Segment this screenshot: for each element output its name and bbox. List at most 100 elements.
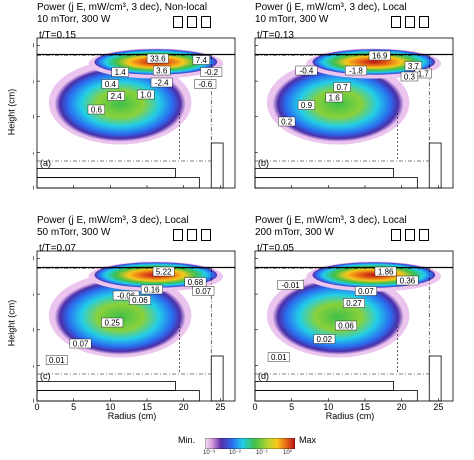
coil-icon xyxy=(419,16,429,28)
lobe-lower xyxy=(54,279,186,355)
coil-icon xyxy=(201,16,211,28)
contour-label-box xyxy=(343,298,365,308)
contour-label-box xyxy=(313,334,336,344)
x-tick-label: 5 xyxy=(71,402,76,412)
contour-label-box xyxy=(368,50,391,61)
contour-label: 3.7 xyxy=(408,62,420,71)
panel-header-line1: Power (j E, mW/cm³, 3 dec), Local xyxy=(255,215,407,226)
panel-header-line1: Power (j E, mW/cm³, 3 dec), Local xyxy=(255,2,407,13)
y-tick-label: 0 xyxy=(33,396,34,406)
pedestal-box xyxy=(36,177,200,189)
contour-label: 0.4 xyxy=(105,80,117,89)
x-tick-label: 20 xyxy=(179,402,189,412)
contour-label-box xyxy=(400,71,419,82)
y-tick-label: 10 xyxy=(33,325,34,335)
panel-b: 16.9 3.7 1.7 -0.4 -1.8 0.3 0.7 1.6 0.9 0.2 Power (… xyxy=(251,0,459,213)
panel-letter: (b) xyxy=(258,158,269,168)
coil-icon xyxy=(173,16,183,28)
contour-label-box xyxy=(87,104,105,115)
contour-label: 5.22 xyxy=(156,268,172,277)
pump-port xyxy=(210,355,224,402)
contour-label-box xyxy=(194,79,217,89)
coil-icon xyxy=(187,16,197,28)
contour-label: 2.4 xyxy=(111,92,123,101)
contour-label-box xyxy=(111,67,129,77)
contour-label-box xyxy=(374,266,397,277)
panel-header-line2: 200 mTorr, 300 W xyxy=(255,227,334,238)
pedestal-box xyxy=(36,390,200,402)
panel-header-line2: 50 mTorr, 300 W xyxy=(37,227,111,238)
coil-icon xyxy=(405,16,415,28)
contour-label-box xyxy=(153,65,171,76)
contour-label: 0.2 xyxy=(281,118,293,127)
contour-label: 0.06 xyxy=(338,322,354,331)
contour-label: 1.6 xyxy=(329,94,341,103)
colorbar-tick-0: 10⁻³ xyxy=(203,450,215,456)
contour-label: 7.4 xyxy=(196,56,208,65)
x-tick-label: 10 xyxy=(323,402,333,412)
panel-letter: (c) xyxy=(40,371,51,381)
y-tick-label: 20 xyxy=(33,254,34,264)
contour-label: 0.07 xyxy=(73,340,89,349)
contour-label: -0.06 xyxy=(117,292,136,301)
panel-plot-a: 0 5 10 15 20 33.6 7.4 1.4 3.6 -0.2 0.4 -2.4 -0.6 2.4 1… xyxy=(33,37,236,193)
contour-label-box xyxy=(45,355,68,365)
y-tick-label: 15 xyxy=(33,289,34,299)
x-tick-label: 25 xyxy=(433,402,443,412)
contour-label: 0.25 xyxy=(104,319,120,328)
pedestal-box xyxy=(254,390,418,402)
panel-letter: (a) xyxy=(40,158,51,168)
x-axis-label: Radius (cm) xyxy=(326,411,375,421)
panel-plot-d: 0 5 10 15 20 25 Radius (cm) 1.86 0.36 -0.01 0.07 0.… xyxy=(252,250,454,421)
contour-label-box xyxy=(354,286,377,296)
y-axis-label-top: Height (cm) xyxy=(6,88,17,136)
contour-label: 0.6 xyxy=(91,106,103,115)
colorbar-tick-2: 10⁻¹ xyxy=(256,450,268,456)
pump-port xyxy=(210,142,224,189)
x-tick-label: 15 xyxy=(360,402,370,412)
colorbar-tick-3: 10⁰ xyxy=(283,450,293,456)
contour-label-box xyxy=(152,266,175,277)
contour-label-box xyxy=(137,89,155,100)
contour-label-box xyxy=(404,61,422,71)
contour-label: 0.16 xyxy=(144,286,160,295)
contour-label-box xyxy=(150,77,173,88)
contour-label: 0.07 xyxy=(196,287,212,296)
y-tick-label: 20 xyxy=(33,41,34,51)
panel-header-line1: Power (j E, mW/cm³, 3 dec), Non-local xyxy=(37,2,208,13)
contour-label-box xyxy=(277,280,304,290)
contour-label: 1.86 xyxy=(378,268,394,277)
panel-header-line2: 10 mTorr, 300 W xyxy=(255,14,329,25)
panel-plot-b: 16.9 3.71.7 -0.4 -1.8 0.3 0.7 1.6 0.9 0.2 xyxy=(254,37,454,189)
coil-icon xyxy=(201,229,211,241)
contour-label-box xyxy=(278,116,296,127)
contour-label-box xyxy=(335,320,357,331)
colorbar-min-label: Min. xyxy=(178,435,196,445)
contour-label: -0.2 xyxy=(204,68,218,77)
time-label: t/T=0.07 xyxy=(39,243,76,254)
contour-label: 1.7 xyxy=(418,70,430,79)
contour-label-box xyxy=(325,92,343,103)
x-tick-label: 0 xyxy=(252,402,257,412)
lobe-lower xyxy=(272,66,404,142)
contour-label-box xyxy=(192,55,210,65)
colorbar xyxy=(204,436,296,450)
contour-label: 33.6 xyxy=(150,55,166,64)
y-axis-label-bottom: Height (cm) xyxy=(6,299,17,347)
contour-label: -1.8 xyxy=(349,67,363,76)
x-tick-label: 5 xyxy=(289,402,294,412)
contour-label: 0.06 xyxy=(132,296,148,305)
contour-label-box xyxy=(101,317,124,328)
contour-label: 16.9 xyxy=(372,52,388,61)
lobe-lower xyxy=(272,279,404,355)
contour-label-box xyxy=(297,100,316,110)
contour-label: 3.6 xyxy=(156,67,168,76)
x-tick-label: 25 xyxy=(215,402,225,412)
panel-letter: (d) xyxy=(258,371,269,381)
x-axis-label: Radius (cm) xyxy=(108,411,157,421)
contour-label: 1.4 xyxy=(115,68,127,77)
contour-label: 0.7 xyxy=(337,83,349,92)
contour-label: 0.36 xyxy=(400,277,416,286)
contour-label-box xyxy=(345,65,367,76)
x-tick-label: 20 xyxy=(397,402,407,412)
